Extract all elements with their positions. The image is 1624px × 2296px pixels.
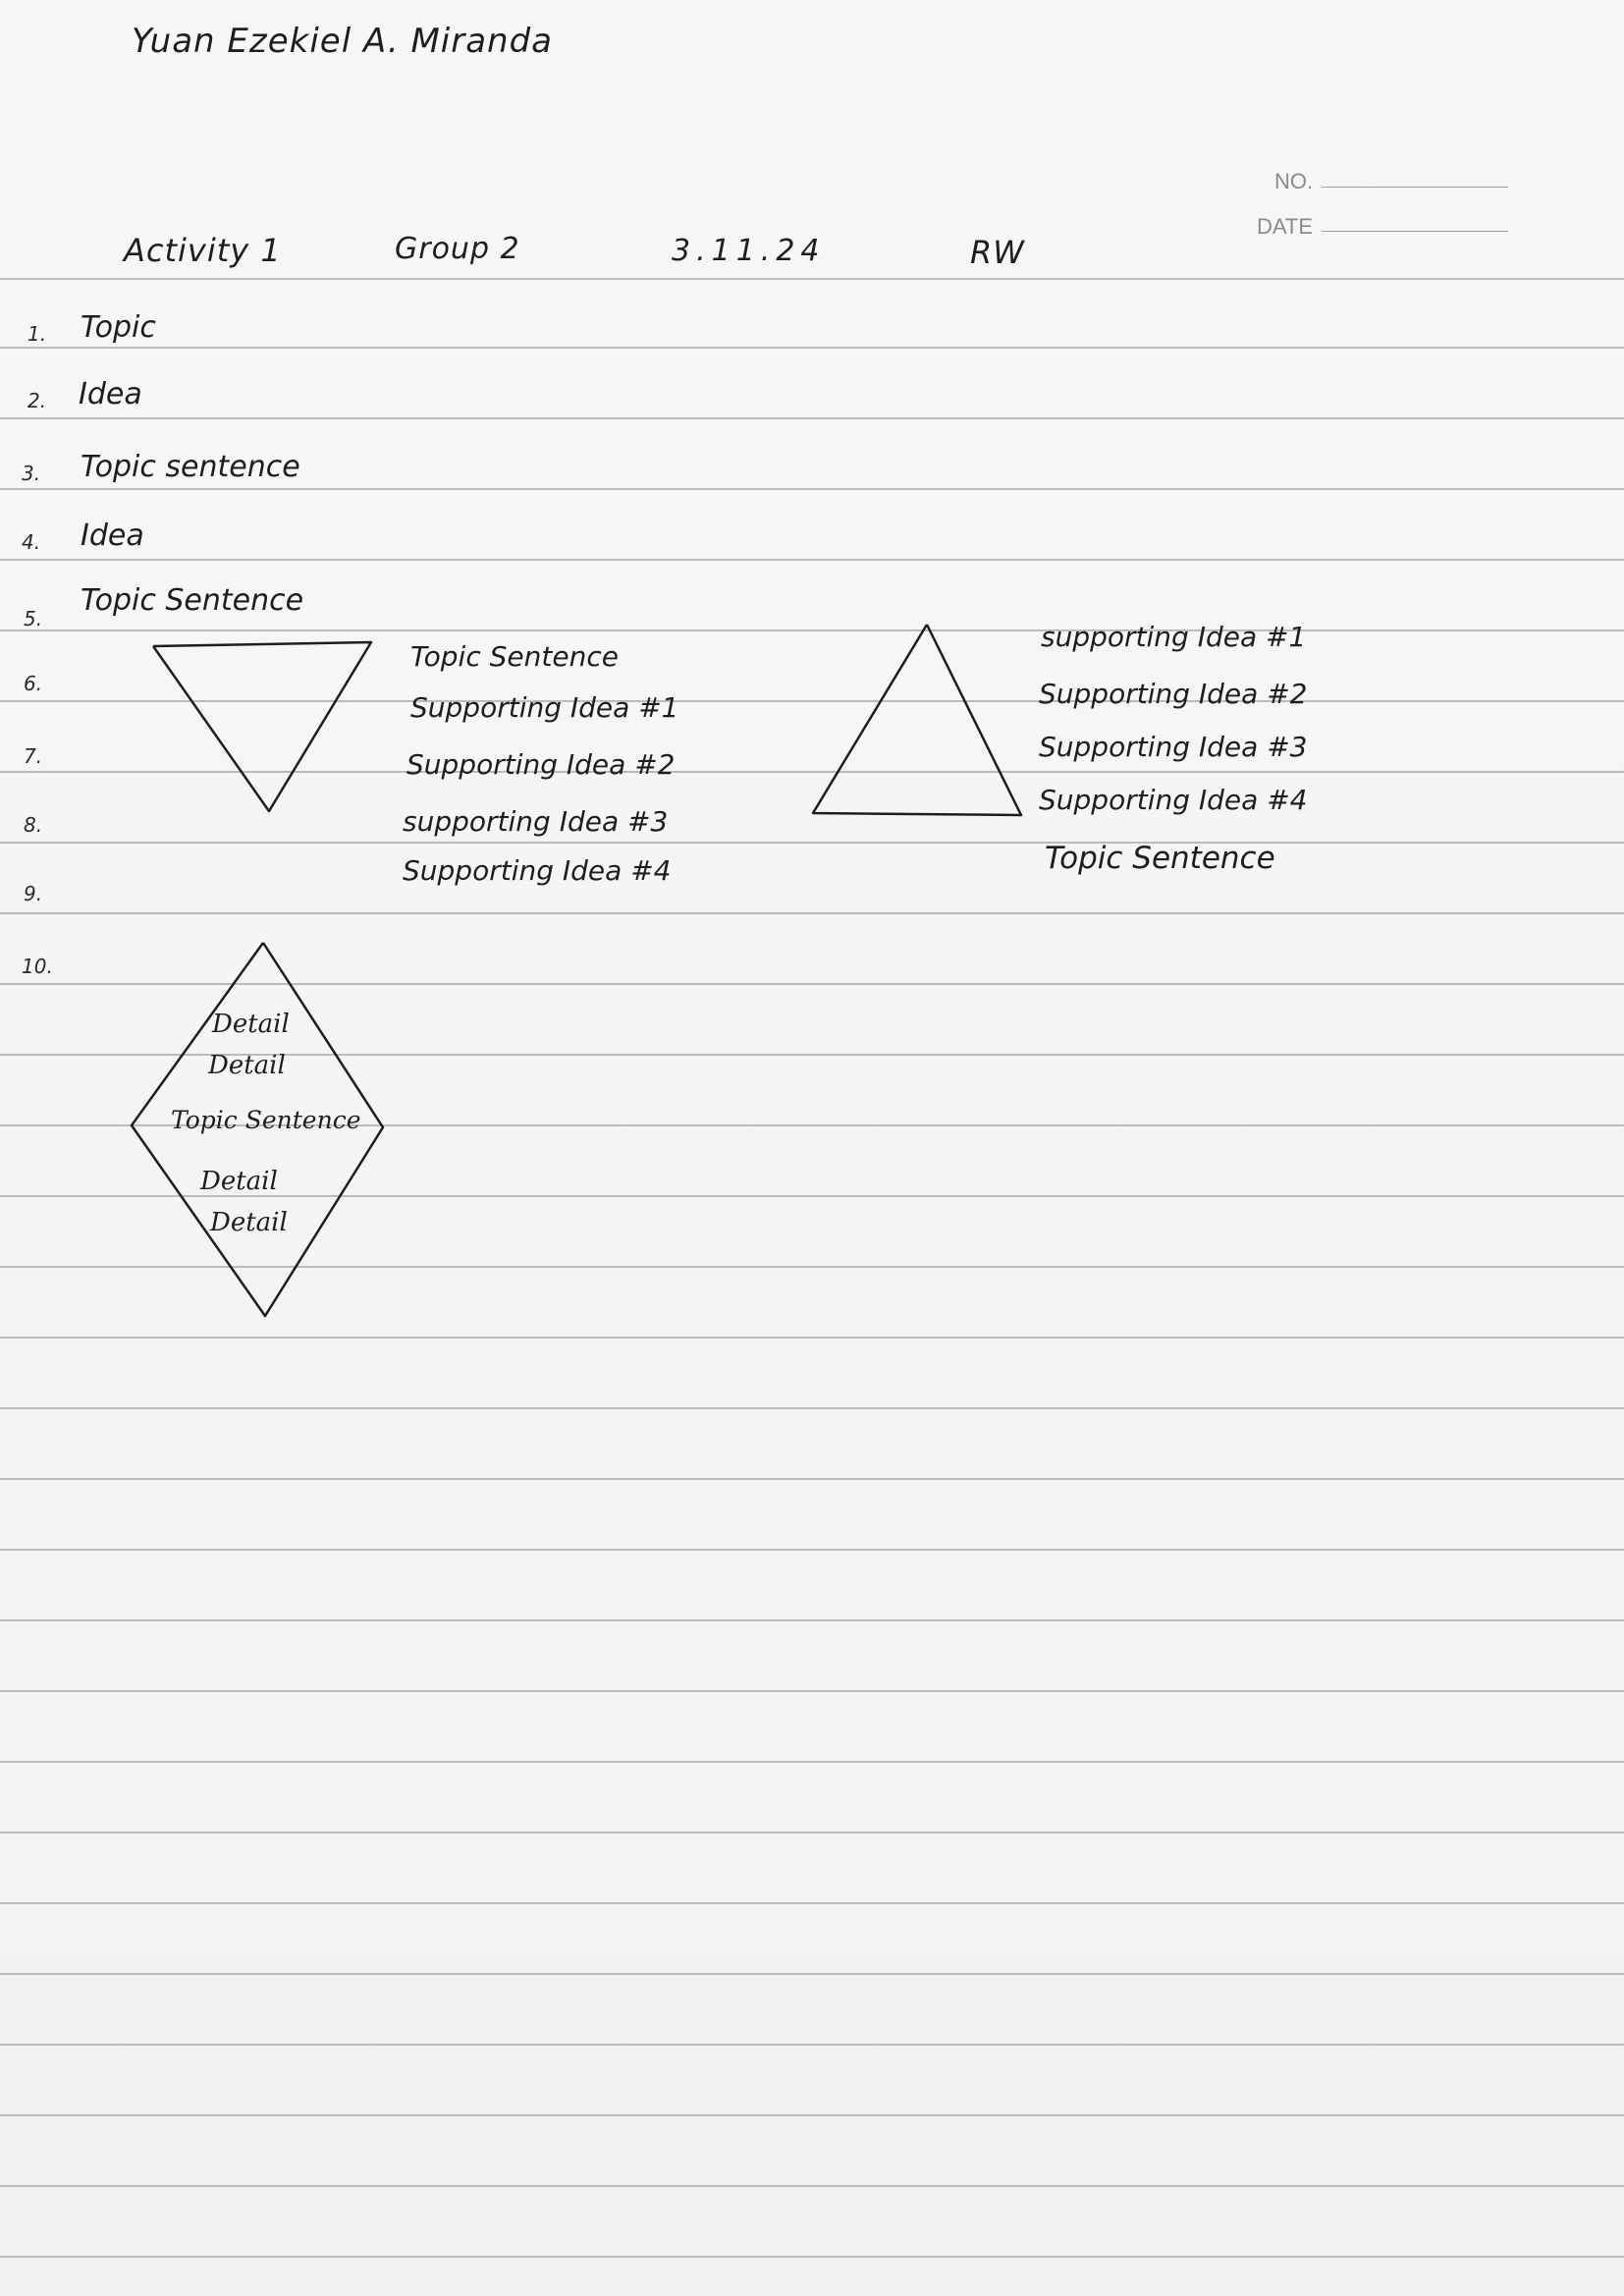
activity-title: Activity 1 <box>124 232 282 269</box>
upright-triangle <box>811 624 1023 817</box>
diamond-label: Topic Sentence <box>171 1106 361 1134</box>
list-item: Topic Sentence <box>81 583 304 618</box>
date-value: 3.11.24 <box>672 234 826 268</box>
diamond-label: Detail <box>212 1010 290 1039</box>
list-number: 2. <box>27 389 47 412</box>
no-blank <box>1322 187 1508 188</box>
upright-triangle-label: supporting Idea #1 <box>1041 621 1307 653</box>
inverted-triangle-label: supporting Idea #3 <box>403 805 669 838</box>
list-number: 4. <box>22 530 41 554</box>
list-item: Idea <box>81 519 144 553</box>
list-number: 3. <box>22 462 41 485</box>
list-number: 8. <box>24 813 43 837</box>
inverted-triangle <box>151 640 373 813</box>
inverted-triangle-label: Topic Sentence <box>410 640 619 673</box>
upright-triangle-label: Supporting Idea #4 <box>1039 784 1308 816</box>
list-number: 9. <box>24 882 43 905</box>
list-number: 6. <box>24 672 43 695</box>
upright-triangle-label: Topic Sentence <box>1045 841 1275 876</box>
inverted-triangle-label: Supporting Idea #1 <box>410 691 679 724</box>
diamond-label: Detail <box>200 1167 278 1196</box>
inverted-triangle-label: Supporting Idea #4 <box>403 854 672 887</box>
diamond-label: Detail <box>208 1051 286 1080</box>
list-number: 1. <box>27 322 47 346</box>
diamond-label: Detail <box>210 1208 288 1237</box>
date-blank <box>1322 231 1508 232</box>
list-item: Topic sentence <box>81 450 300 484</box>
list-number: 10. <box>22 955 53 978</box>
list-number: 7. <box>24 744 43 768</box>
no-label: NO. <box>1274 169 1314 193</box>
subject-code: RW <box>970 234 1025 271</box>
date-label: DATE <box>1257 214 1314 239</box>
upright-triangle-label: Supporting Idea #2 <box>1039 678 1308 710</box>
upright-triangle-label: Supporting Idea #3 <box>1039 731 1308 763</box>
list-number: 5. <box>24 607 43 630</box>
inverted-triangle-label: Supporting Idea #2 <box>406 748 676 781</box>
group-label: Group 2 <box>395 232 520 266</box>
list-item: Topic <box>81 310 156 345</box>
diamond-shape <box>130 942 385 1318</box>
student-name: Yuan Ezekiel A. Miranda <box>132 22 554 61</box>
list-item: Idea <box>79 377 142 411</box>
